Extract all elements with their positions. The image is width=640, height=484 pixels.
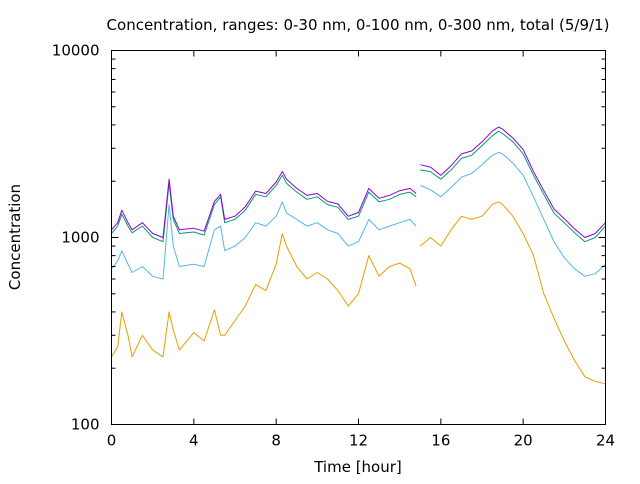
- series-line-3-segment-2: [420, 130, 606, 243]
- y-tick-label: 1000: [61, 229, 99, 247]
- series-line-1-segment-2: [419, 201, 606, 385]
- x-axis-label: Time [hour]: [313, 458, 402, 476]
- series-line-2-segment-1: [111, 201, 417, 280]
- x-tick-label: 24: [596, 432, 615, 450]
- series-line-3-segment-1: [111, 174, 417, 243]
- ticks-layer: 0 4 8 12 16 20 24 100 1000 10000: [52, 42, 615, 450]
- series-line-4-segment-2: [420, 126, 606, 238]
- x-tick-label: 12: [349, 432, 368, 450]
- series-line-4-segment-1: [111, 171, 417, 238]
- plot-frame: [111, 50, 606, 425]
- x-tick-label: 0: [107, 432, 117, 450]
- x-tick-label: 8: [271, 432, 281, 450]
- y-axis-label: Concentration: [6, 184, 24, 290]
- y-tick-label: 100: [71, 416, 100, 434]
- x-tick-label: 4: [189, 432, 199, 450]
- series-layer: [111, 126, 606, 385]
- y-tick-label: 10000: [52, 42, 100, 60]
- x-tick-label: 16: [431, 432, 450, 450]
- series-line-1-segment-1: [111, 233, 417, 358]
- x-tick-label: 20: [514, 432, 533, 450]
- chart-title: Concentration, ranges: 0-30 nm, 0-100 nm…: [107, 16, 610, 34]
- series-line-2-segment-2: [420, 151, 606, 277]
